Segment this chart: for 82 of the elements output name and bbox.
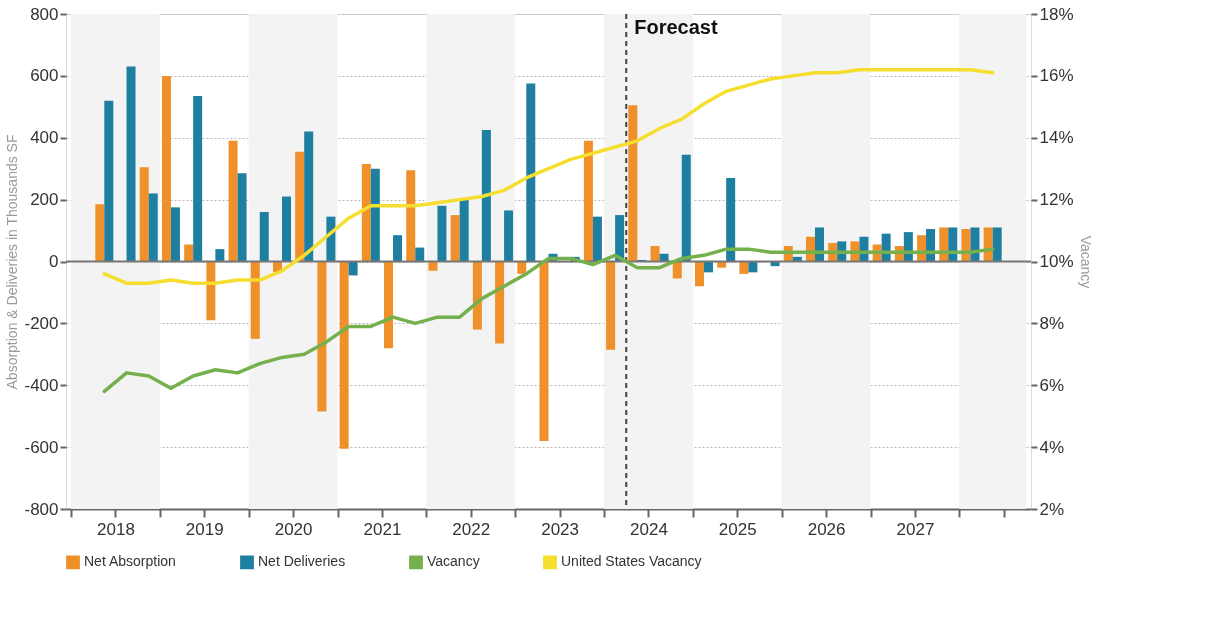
bar xyxy=(250,261,260,339)
ref-line-label: Forecast xyxy=(634,16,718,38)
bar xyxy=(104,100,114,262)
y-tick-label: 800 xyxy=(30,4,59,24)
y-tick-label: 200 xyxy=(30,190,59,210)
y2-tick-label: 16% xyxy=(1039,66,1074,86)
x-tick-label: 2024 xyxy=(630,519,668,539)
x-tick-label: 2020 xyxy=(274,519,313,539)
x-tick-label: 2018 xyxy=(97,519,135,539)
bar xyxy=(259,212,269,262)
legend-label: Vacancy xyxy=(427,553,480,570)
x-tick-label: 2027 xyxy=(896,519,935,539)
bar xyxy=(583,140,593,262)
x-tick-label: 2022 xyxy=(452,519,491,539)
x-tick-label: 2019 xyxy=(185,519,224,539)
bar xyxy=(495,261,505,344)
bar xyxy=(304,131,314,262)
y-tick-label: -600 xyxy=(24,437,59,457)
bar xyxy=(526,83,536,262)
bar xyxy=(481,130,491,262)
bar xyxy=(139,167,149,262)
bar xyxy=(992,227,1002,262)
y-tick-label: -200 xyxy=(24,313,59,333)
bar xyxy=(126,66,136,262)
y2-axis-title: Vacancy xyxy=(1077,235,1094,289)
bar xyxy=(370,168,380,262)
x-tick-label: 2023 xyxy=(541,519,580,539)
x-tick-label: 2021 xyxy=(363,519,402,539)
bar xyxy=(384,261,394,349)
x-tick-label: 2026 xyxy=(807,519,846,539)
bar xyxy=(295,151,305,262)
bar xyxy=(393,235,403,262)
bar xyxy=(228,140,238,262)
y2-tick-label: 18% xyxy=(1039,4,1074,24)
bar xyxy=(415,247,425,262)
y-tick-label: 0 xyxy=(49,252,59,271)
bar xyxy=(281,196,291,262)
y2-tick-label: 8% xyxy=(1039,313,1065,333)
bar xyxy=(681,154,691,262)
legend-label: Net Deliveries xyxy=(258,553,346,570)
bar xyxy=(592,216,602,262)
bar xyxy=(694,261,704,287)
bar xyxy=(450,215,460,262)
bar xyxy=(317,261,327,412)
bar xyxy=(437,205,447,262)
y-tick-label: -400 xyxy=(24,375,59,395)
line-series xyxy=(102,247,995,394)
bar xyxy=(615,215,625,262)
y2-tick-label: 2% xyxy=(1039,499,1065,519)
bar xyxy=(215,249,225,262)
y-tick-label: 400 xyxy=(30,128,59,148)
line-series xyxy=(102,67,995,285)
bar xyxy=(206,261,216,321)
bar xyxy=(237,173,247,262)
bar xyxy=(504,210,514,262)
legend-label: Net Absorption xyxy=(84,553,176,570)
bar xyxy=(406,170,416,262)
bar xyxy=(148,193,158,262)
x-tick-label: 2025 xyxy=(718,519,757,539)
bar xyxy=(459,199,469,262)
bar xyxy=(339,261,349,449)
bar xyxy=(650,246,660,262)
bar xyxy=(184,244,194,262)
bar xyxy=(628,105,638,262)
legend-label: United States Vacancy xyxy=(561,553,702,570)
y-tick-label: -800 xyxy=(24,499,59,519)
y-axis-title: Absorption & Deliveries in Thousands SF xyxy=(4,134,21,390)
bar xyxy=(170,207,180,262)
y2-tick-label: 14% xyxy=(1039,128,1074,148)
y2-tick-label: 4% xyxy=(1039,437,1065,457)
y2-tick-label: 10% xyxy=(1039,252,1074,271)
bar xyxy=(95,204,105,262)
bar xyxy=(726,177,736,262)
y2-tick-label: 6% xyxy=(1039,375,1065,395)
bar xyxy=(606,261,616,350)
bar xyxy=(539,261,549,441)
y-tick-label: 600 xyxy=(30,66,59,86)
bar xyxy=(193,95,203,262)
bar xyxy=(361,164,371,262)
bar xyxy=(472,261,482,330)
y2-tick-label: 12% xyxy=(1039,190,1074,210)
bar xyxy=(161,75,171,262)
